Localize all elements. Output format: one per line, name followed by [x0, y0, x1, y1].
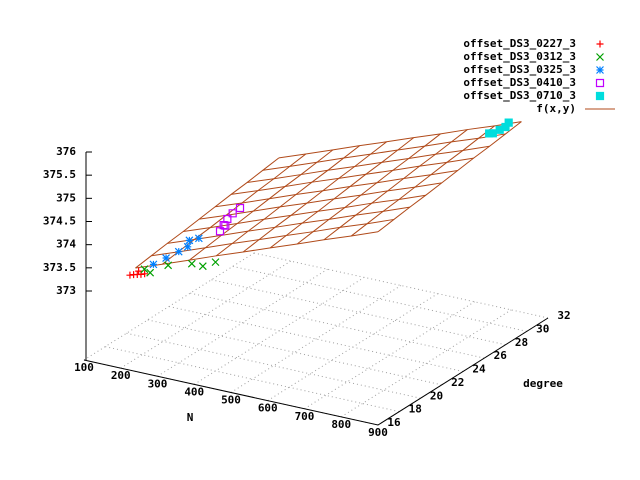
- data-point: [187, 259, 196, 268]
- z-tick-label: 374.5: [43, 215, 76, 228]
- data-point: [488, 129, 497, 138]
- y-tick-label: 16: [387, 416, 401, 429]
- y-tick-label: 26: [494, 349, 508, 362]
- legend-label: offset_DS3_0710_3: [463, 89, 576, 102]
- surface-line: [296, 133, 441, 245]
- x-tick-label: 300: [148, 377, 168, 390]
- legend-marker: [595, 78, 605, 88]
- surface-line: [199, 182, 442, 220]
- data-point: [185, 236, 194, 245]
- x-tick-label: 700: [295, 410, 315, 423]
- x-tick-label: 800: [331, 418, 351, 431]
- data-point: [504, 118, 513, 127]
- y-tick-label: 18: [409, 403, 422, 416]
- z-tick-label: 374: [56, 238, 76, 251]
- data-point: [198, 262, 207, 271]
- surface-line: [246, 145, 490, 184]
- z-tick-label: 373: [56, 284, 76, 297]
- legend-label: f(x,y): [536, 102, 576, 115]
- grid-line: [304, 301, 475, 410]
- surface-line: [270, 137, 415, 249]
- legend-marker: [596, 66, 604, 74]
- data-point: [135, 267, 143, 275]
- z-tick-label: 376: [56, 145, 76, 158]
- surface-line: [377, 121, 522, 233]
- legend-label: offset_DS3_0227_3: [463, 37, 576, 50]
- surface-line: [278, 121, 522, 159]
- y-tick-label: 20: [430, 389, 443, 402]
- data-point: [228, 209, 237, 218]
- x-tick-label: 200: [111, 369, 131, 382]
- data-point: [235, 203, 245, 213]
- data-point: [183, 242, 192, 251]
- y-tick-label: 24: [472, 363, 486, 376]
- y-tick-label: 30: [536, 322, 549, 335]
- surface-line: [323, 129, 468, 241]
- surface-line: [215, 170, 458, 208]
- legend-marker: [596, 53, 604, 61]
- data-point: [211, 258, 220, 267]
- grid-line: [157, 268, 328, 377]
- legend-label: offset_DS3_0325_3: [463, 63, 576, 76]
- z-tick-label: 373.5: [43, 261, 76, 274]
- surface-line: [151, 218, 395, 257]
- y-tick-label: 32: [557, 309, 570, 322]
- surface-line: [183, 194, 426, 232]
- grid-line: [340, 309, 512, 418]
- x-tick-label: 100: [74, 361, 94, 374]
- surface-line: [262, 133, 506, 171]
- data-point: [194, 234, 203, 243]
- data-point: [164, 261, 173, 270]
- surface-line: [231, 157, 474, 195]
- surface-line: [135, 157, 280, 269]
- x-tick-label: 900: [368, 426, 388, 439]
- y-axis-label: degree: [523, 377, 563, 390]
- surface-line: [242, 141, 387, 253]
- x-tick-label: 600: [258, 402, 278, 415]
- legend-label: offset_DS3_0410_3: [463, 76, 576, 89]
- data-point: [215, 227, 225, 236]
- legend-marker: [595, 91, 605, 101]
- surface-line: [167, 206, 410, 244]
- y-tick-label: 28: [515, 336, 528, 349]
- legend-label: offset_DS3_0312_3: [463, 50, 576, 63]
- data-point: [221, 221, 230, 230]
- data-point: [141, 270, 149, 278]
- data-point: [162, 254, 171, 262]
- x-tick-label: 500: [221, 394, 241, 407]
- data-point: [223, 214, 232, 224]
- z-tick-label: 375.5: [43, 168, 76, 181]
- x-tick-label: 400: [184, 385, 204, 398]
- data-point: [174, 247, 183, 256]
- surface-line: [215, 145, 361, 257]
- data-point: [140, 265, 149, 274]
- x-axis-label: N: [187, 411, 194, 424]
- legend-marker: [596, 40, 604, 48]
- surface-line: [350, 125, 495, 237]
- y-tick-label: 22: [451, 376, 464, 389]
- grid-line: [230, 285, 402, 393]
- grid-line: [120, 260, 292, 369]
- surface-line: [189, 149, 334, 261]
- data-point: [149, 260, 158, 269]
- axis-line: [83, 317, 549, 426]
- z-tick-label: 375: [56, 191, 76, 204]
- surface-line: [135, 231, 379, 269]
- data-point: [146, 268, 155, 277]
